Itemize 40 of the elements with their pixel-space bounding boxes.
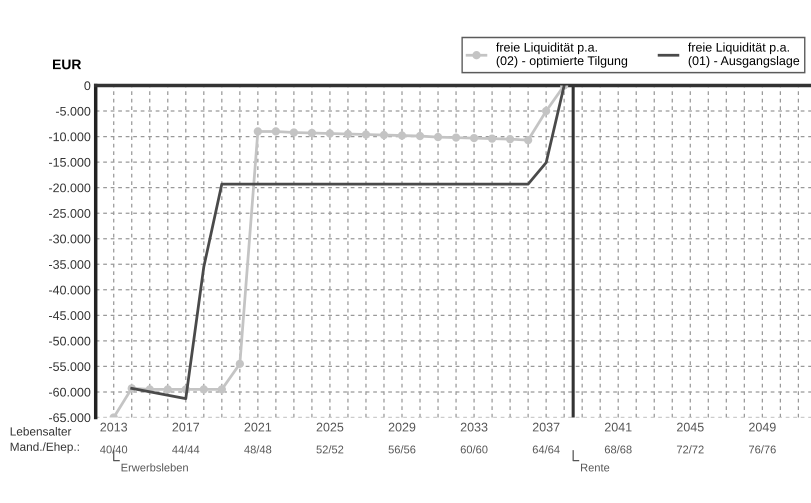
text: 68/68 (604, 445, 632, 454)
y-tick-label: -55.000 (49, 362, 90, 372)
x-tick-label: 2013 (100, 422, 128, 432)
y-tick-label: -5.000 (56, 106, 90, 116)
y-tick-label: -65.000 (49, 413, 90, 422)
text: 52/52 (316, 445, 344, 454)
text: Lebensalter Mand./Ehep.: (10, 426, 79, 454)
text: 48/48 (244, 445, 272, 454)
text: 40/40 (100, 445, 128, 454)
x-tick-label: 2041 (604, 422, 632, 432)
x-tick-label: 2025 (316, 422, 344, 432)
text: 60/60 (460, 445, 488, 454)
y-tick-label: -30.000 (49, 234, 90, 244)
x-tick-label: 2049 (749, 422, 776, 432)
x-tick-label: 2029 (388, 422, 416, 432)
y-axis-title: EUR (52, 60, 82, 70)
y-tick-label: -20.000 (49, 183, 90, 192)
text: 64/64 (532, 445, 560, 454)
y-tick-label: -45.000 (49, 311, 90, 320)
text: 44/44 (172, 445, 200, 454)
text: 72/72 (676, 445, 704, 454)
y-tick-label: 0 (84, 81, 90, 90)
y-tick-label: -50.000 (49, 336, 90, 346)
legend-label: freie Liquidität p.a. (01) - Ausgangslage (688, 42, 800, 68)
x-tick-label: 2033 (460, 422, 488, 432)
x-tick-label: 2021 (244, 422, 272, 432)
x-tick-label: 2017 (172, 422, 200, 432)
y-tick-label: -40.000 (49, 286, 90, 294)
legend-label: freie Liquidität p.a. (02) - optimierte Tilgung (496, 42, 628, 68)
text: 76/76 (749, 445, 776, 454)
y-tick-label: -10.000 (49, 132, 90, 142)
y-tick-label: -35.000 (49, 260, 90, 269)
y-tick-label: -60.000 (49, 388, 90, 397)
x-tick-label: 2045 (677, 422, 704, 432)
text: 56/56 (388, 445, 416, 454)
y-tick-label: -25.000 (49, 208, 90, 218)
text: Erwerbsleben (122, 463, 188, 472)
y-tick-label: -15.000 (49, 158, 90, 167)
x-tick-label: 2037 (532, 422, 560, 432)
text: Rente (581, 464, 610, 472)
